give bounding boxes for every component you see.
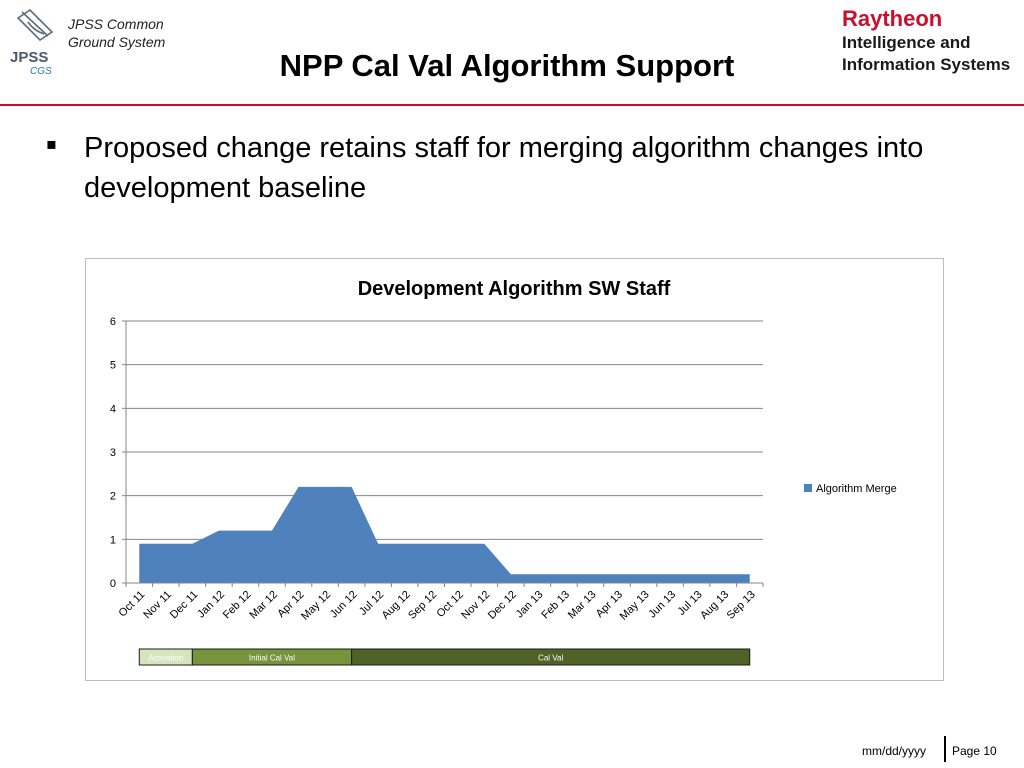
phase-label: Activation	[148, 654, 183, 663]
area-series	[139, 486, 750, 583]
y-tick-label: 2	[110, 491, 116, 503]
x-tick-label: Jun 12	[328, 589, 360, 621]
slide-title: NPP Cal Val Algorithm Support	[279, 48, 735, 83]
header-divider	[0, 104, 1024, 106]
org-name-line2: Ground System	[68, 34, 166, 50]
phase-label: Initial Cal Val	[249, 654, 295, 663]
staff-area-chart: Development Algorithm SW Staff 0123456Oc…	[110, 278, 897, 666]
x-tick-label: Mar 12	[247, 589, 280, 622]
jpss-logo-icon: JPSS CGS	[10, 8, 54, 77]
bullet-text: Proposed change retains staff for mergin…	[84, 132, 924, 204]
x-tick-label: Jan 12	[195, 589, 227, 621]
legend-swatch	[804, 484, 812, 492]
x-tick-label: Aug 13	[698, 589, 731, 622]
division-line1: Intelligence and	[842, 33, 971, 52]
y-tick-label: 4	[110, 403, 116, 415]
x-tick-label: Feb 13	[539, 589, 572, 622]
x-tick-label: Jan 13	[514, 589, 546, 621]
legend-label: Algorithm Merge	[816, 483, 897, 495]
footer-separator	[944, 736, 946, 762]
x-tick-label: Mar 13	[566, 589, 599, 622]
org-name-line1: JPSS Common	[68, 16, 164, 32]
chart-title: Development Algorithm SW Staff	[358, 278, 671, 300]
x-tick-label: Sep 13	[725, 589, 758, 622]
x-tick-label: Nov 12	[459, 589, 492, 622]
y-tick-label: 1	[110, 534, 116, 546]
jpss-cgs-logo: JPSS CGS	[8, 6, 68, 77]
x-tick-label: Dec 12	[486, 589, 519, 622]
x-tick-label: Dec 11	[168, 589, 201, 622]
y-tick-label: 5	[110, 360, 116, 372]
y-tick-label: 3	[110, 447, 116, 459]
phase-label: Cal Val	[538, 654, 563, 663]
raytheon-logo: Raytheon Intelligence and Information Sy…	[842, 6, 1010, 76]
x-tick-label: May 13	[618, 589, 652, 623]
chart-frame: Development Algorithm SW Staff 0 1 2 3 4 5 6 Oc…	[85, 258, 944, 681]
org-name: JPSS Common Ground System	[68, 15, 165, 51]
footer-date: mm/dd/yyyy	[862, 744, 927, 758]
x-tick-label: Sep 12	[406, 589, 439, 622]
page-number: Page 10	[952, 744, 997, 758]
bullet-square-icon: ▪	[46, 134, 57, 153]
x-tick-label: May 12	[299, 589, 333, 623]
x-tick-label: Feb 12	[221, 589, 254, 622]
x-tick-label: Aug 12	[380, 589, 413, 622]
x-tick-label: Jun 13	[646, 589, 678, 621]
y-tick-label: 6	[110, 316, 116, 328]
x-tick-label: Nov 11	[141, 589, 174, 622]
logo-subtext: CGS	[30, 66, 52, 76]
phase-bar	[351, 648, 751, 666]
division-line2: Information Systems	[842, 55, 1011, 74]
company-name: Raytheon	[842, 6, 943, 31]
logo-text: JPSS	[10, 49, 48, 66]
y-tick-label: 0	[110, 578, 116, 590]
